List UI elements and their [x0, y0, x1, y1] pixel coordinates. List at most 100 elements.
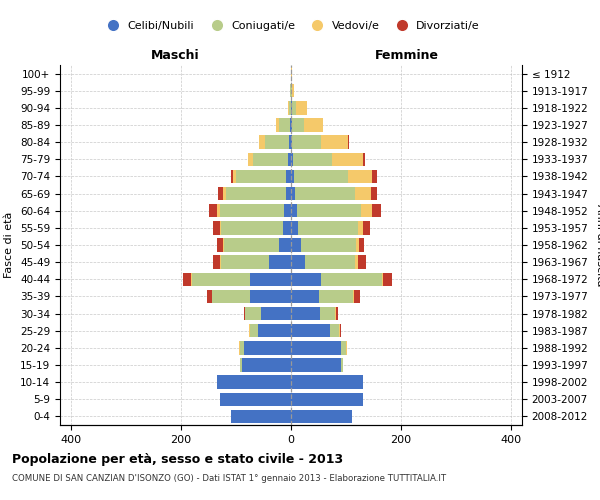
Bar: [305, 256, 355, 269]
Bar: [373, 204, 380, 218]
Bar: [217, 376, 291, 389]
Bar: [341, 358, 343, 372]
Bar: [353, 290, 354, 303]
Bar: [259, 136, 265, 149]
Bar: [291, 136, 292, 149]
Bar: [230, 170, 233, 183]
Bar: [355, 187, 371, 200]
Bar: [361, 204, 373, 218]
Bar: [347, 170, 373, 183]
Bar: [233, 170, 236, 183]
Bar: [286, 170, 291, 183]
Bar: [340, 324, 341, 338]
Bar: [291, 238, 301, 252]
Bar: [291, 221, 298, 234]
Text: COMUNE DI SAN CANZIAN D'ISONZO (GO) - Dati ISTAT 1° gennaio 2013 - Elaborazione : COMUNE DI SAN CANZIAN D'ISONZO (GO) - Da…: [12, 474, 446, 483]
Y-axis label: Fasce di età: Fasce di età: [4, 212, 14, 278]
Bar: [212, 290, 250, 303]
Bar: [348, 136, 349, 149]
Bar: [284, 204, 291, 218]
Bar: [269, 256, 291, 269]
Bar: [362, 152, 365, 166]
Bar: [250, 324, 258, 338]
Bar: [296, 204, 361, 218]
Bar: [335, 307, 338, 320]
Bar: [217, 238, 223, 252]
Bar: [291, 187, 295, 200]
Bar: [298, 221, 358, 234]
Bar: [220, 221, 221, 234]
Bar: [240, 341, 244, 354]
Bar: [226, 187, 286, 200]
Bar: [319, 290, 353, 303]
Bar: [236, 170, 286, 183]
Bar: [291, 410, 352, 423]
Bar: [230, 410, 291, 423]
Bar: [288, 152, 291, 166]
Bar: [245, 307, 261, 320]
Bar: [289, 136, 291, 149]
Bar: [371, 187, 377, 200]
Bar: [240, 358, 241, 372]
Bar: [321, 272, 382, 286]
Text: Maschi: Maschi: [151, 48, 200, 62]
Bar: [213, 221, 220, 234]
Bar: [224, 238, 279, 252]
Bar: [209, 204, 217, 218]
Bar: [261, 307, 291, 320]
Bar: [244, 307, 245, 320]
Bar: [283, 221, 291, 234]
Bar: [291, 256, 305, 269]
Bar: [208, 290, 212, 303]
Bar: [320, 307, 335, 320]
Bar: [291, 272, 321, 286]
Bar: [296, 101, 307, 114]
Bar: [220, 392, 291, 406]
Bar: [332, 152, 362, 166]
Bar: [363, 221, 370, 234]
Bar: [301, 238, 356, 252]
Bar: [358, 256, 367, 269]
Bar: [292, 118, 304, 132]
Bar: [248, 152, 253, 166]
Bar: [291, 101, 292, 114]
Bar: [279, 118, 290, 132]
Bar: [241, 358, 291, 372]
Bar: [291, 204, 296, 218]
Bar: [341, 341, 346, 354]
Bar: [223, 187, 226, 200]
Bar: [359, 238, 364, 252]
Bar: [276, 118, 279, 132]
Bar: [289, 101, 291, 114]
Text: Popolazione per età, sesso e stato civile - 2013: Popolazione per età, sesso e stato civil…: [12, 452, 343, 466]
Bar: [288, 101, 289, 114]
Bar: [291, 341, 341, 354]
Bar: [221, 221, 283, 234]
Bar: [250, 272, 291, 286]
Bar: [292, 136, 321, 149]
Bar: [320, 136, 348, 149]
Bar: [290, 118, 291, 132]
Bar: [383, 272, 392, 286]
Bar: [279, 238, 291, 252]
Bar: [192, 272, 250, 286]
Bar: [220, 204, 284, 218]
Bar: [250, 290, 291, 303]
Bar: [291, 358, 341, 372]
Bar: [356, 238, 359, 252]
Bar: [265, 136, 289, 149]
Bar: [291, 392, 362, 406]
Bar: [292, 101, 296, 114]
Bar: [291, 152, 293, 166]
Bar: [291, 84, 292, 98]
Bar: [354, 290, 360, 303]
Bar: [286, 187, 291, 200]
Bar: [244, 341, 291, 354]
Bar: [291, 307, 320, 320]
Bar: [291, 376, 362, 389]
Bar: [213, 256, 220, 269]
Bar: [304, 118, 323, 132]
Bar: [294, 170, 347, 183]
Bar: [291, 290, 319, 303]
Bar: [217, 204, 220, 218]
